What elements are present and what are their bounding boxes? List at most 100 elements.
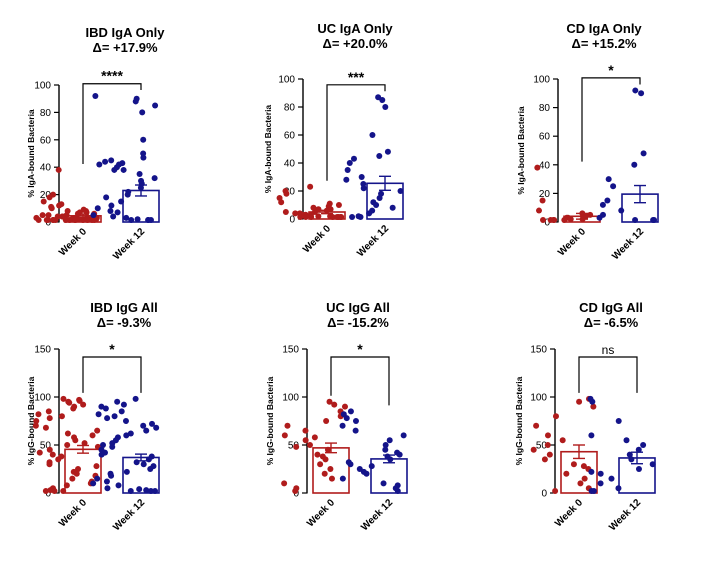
y-tick-label: 20 xyxy=(40,190,52,201)
data-point xyxy=(343,415,350,422)
data-point xyxy=(102,405,109,412)
data-point xyxy=(46,194,53,201)
data-point xyxy=(534,164,541,171)
data-point xyxy=(64,430,71,437)
data-point xyxy=(536,207,543,214)
data-point xyxy=(615,485,622,492)
data-point xyxy=(136,171,143,178)
data-point xyxy=(66,217,73,223)
data-point xyxy=(143,487,150,494)
y-tick-label: 0 xyxy=(289,215,295,226)
y-tick-label: 0 xyxy=(541,489,547,500)
data-point xyxy=(283,190,290,197)
data-point xyxy=(341,403,348,410)
significance-label: * xyxy=(109,341,115,357)
data-point xyxy=(151,175,158,182)
y-tick-label: 150 xyxy=(34,345,51,356)
data-point xyxy=(118,408,125,415)
y-tick-label: 40 xyxy=(284,159,296,170)
data-point xyxy=(118,198,125,205)
data-point xyxy=(339,422,346,429)
chart-title: UC IgG All xyxy=(326,300,390,315)
y-tick-label: 60 xyxy=(40,135,52,146)
data-point xyxy=(147,488,154,494)
chart-subtitle: Δ= -9.3% xyxy=(97,315,152,330)
data-point xyxy=(546,451,553,458)
data-point xyxy=(293,443,300,450)
data-point xyxy=(360,185,367,192)
data-point xyxy=(108,157,115,164)
x-category-label: Week 0 xyxy=(556,226,588,258)
data-point xyxy=(120,401,127,408)
significance-bracket xyxy=(82,356,142,393)
y-axis-label: % IgG-bound Bacteria xyxy=(26,376,36,465)
significance-bracket xyxy=(330,356,390,406)
y-axis-label: % IgA-bound Bacteria xyxy=(26,109,36,198)
data-point xyxy=(544,442,551,448)
data-point xyxy=(110,213,117,220)
significance-bracket xyxy=(581,77,641,162)
data-point xyxy=(60,395,67,402)
data-point xyxy=(357,214,364,220)
data-point xyxy=(70,405,77,412)
data-point xyxy=(623,437,630,444)
data-point xyxy=(32,422,39,429)
data-point xyxy=(628,456,635,463)
significance-label: ns xyxy=(602,343,615,357)
data-point xyxy=(588,488,595,494)
data-point xyxy=(635,446,642,453)
data-point xyxy=(140,422,147,429)
data-point xyxy=(326,398,333,405)
data-point xyxy=(281,480,288,487)
significance-bracket xyxy=(82,83,142,164)
data-point xyxy=(123,468,130,475)
y-tick-label: 80 xyxy=(40,108,52,119)
data-point xyxy=(140,461,147,468)
data-point xyxy=(111,413,118,420)
data-point xyxy=(147,466,154,472)
data-point xyxy=(104,415,111,422)
data-point xyxy=(99,442,106,448)
data-point xyxy=(347,461,354,468)
data-point xyxy=(400,432,407,439)
data-point xyxy=(139,109,146,116)
x-category-label: Week 12 xyxy=(355,223,391,259)
data-point xyxy=(349,214,356,220)
x-category-label: Week 0 xyxy=(305,497,337,529)
y-tick-label: 40 xyxy=(539,160,551,171)
data-point xyxy=(396,451,403,458)
data-point xyxy=(588,432,595,439)
data-point xyxy=(75,466,82,472)
data-point xyxy=(541,456,548,463)
data-point xyxy=(96,161,103,168)
significance-label: **** xyxy=(101,68,123,84)
data-point xyxy=(282,209,289,215)
y-tick-label: 100 xyxy=(282,393,299,404)
data-point xyxy=(322,456,329,463)
y-tick-label: 80 xyxy=(284,103,296,114)
data-point xyxy=(42,488,49,494)
data-point xyxy=(590,403,597,410)
data-point xyxy=(127,488,134,494)
y-tick-label: 50 xyxy=(40,441,52,452)
data-point xyxy=(380,480,387,487)
data-point xyxy=(63,482,70,489)
data-point xyxy=(46,461,53,468)
data-point xyxy=(315,213,322,220)
data-point xyxy=(339,475,346,482)
x-category-label: Week 0 xyxy=(301,223,333,255)
data-point xyxy=(588,468,595,475)
data-point xyxy=(329,214,336,220)
data-point xyxy=(127,430,134,437)
data-point xyxy=(382,446,389,453)
data-point xyxy=(533,422,540,429)
data-point xyxy=(608,475,615,482)
data-point xyxy=(94,475,101,482)
data-point xyxy=(369,132,376,138)
data-point xyxy=(104,485,111,492)
data-point xyxy=(366,210,373,217)
data-point xyxy=(92,92,99,99)
data-point xyxy=(306,442,313,448)
